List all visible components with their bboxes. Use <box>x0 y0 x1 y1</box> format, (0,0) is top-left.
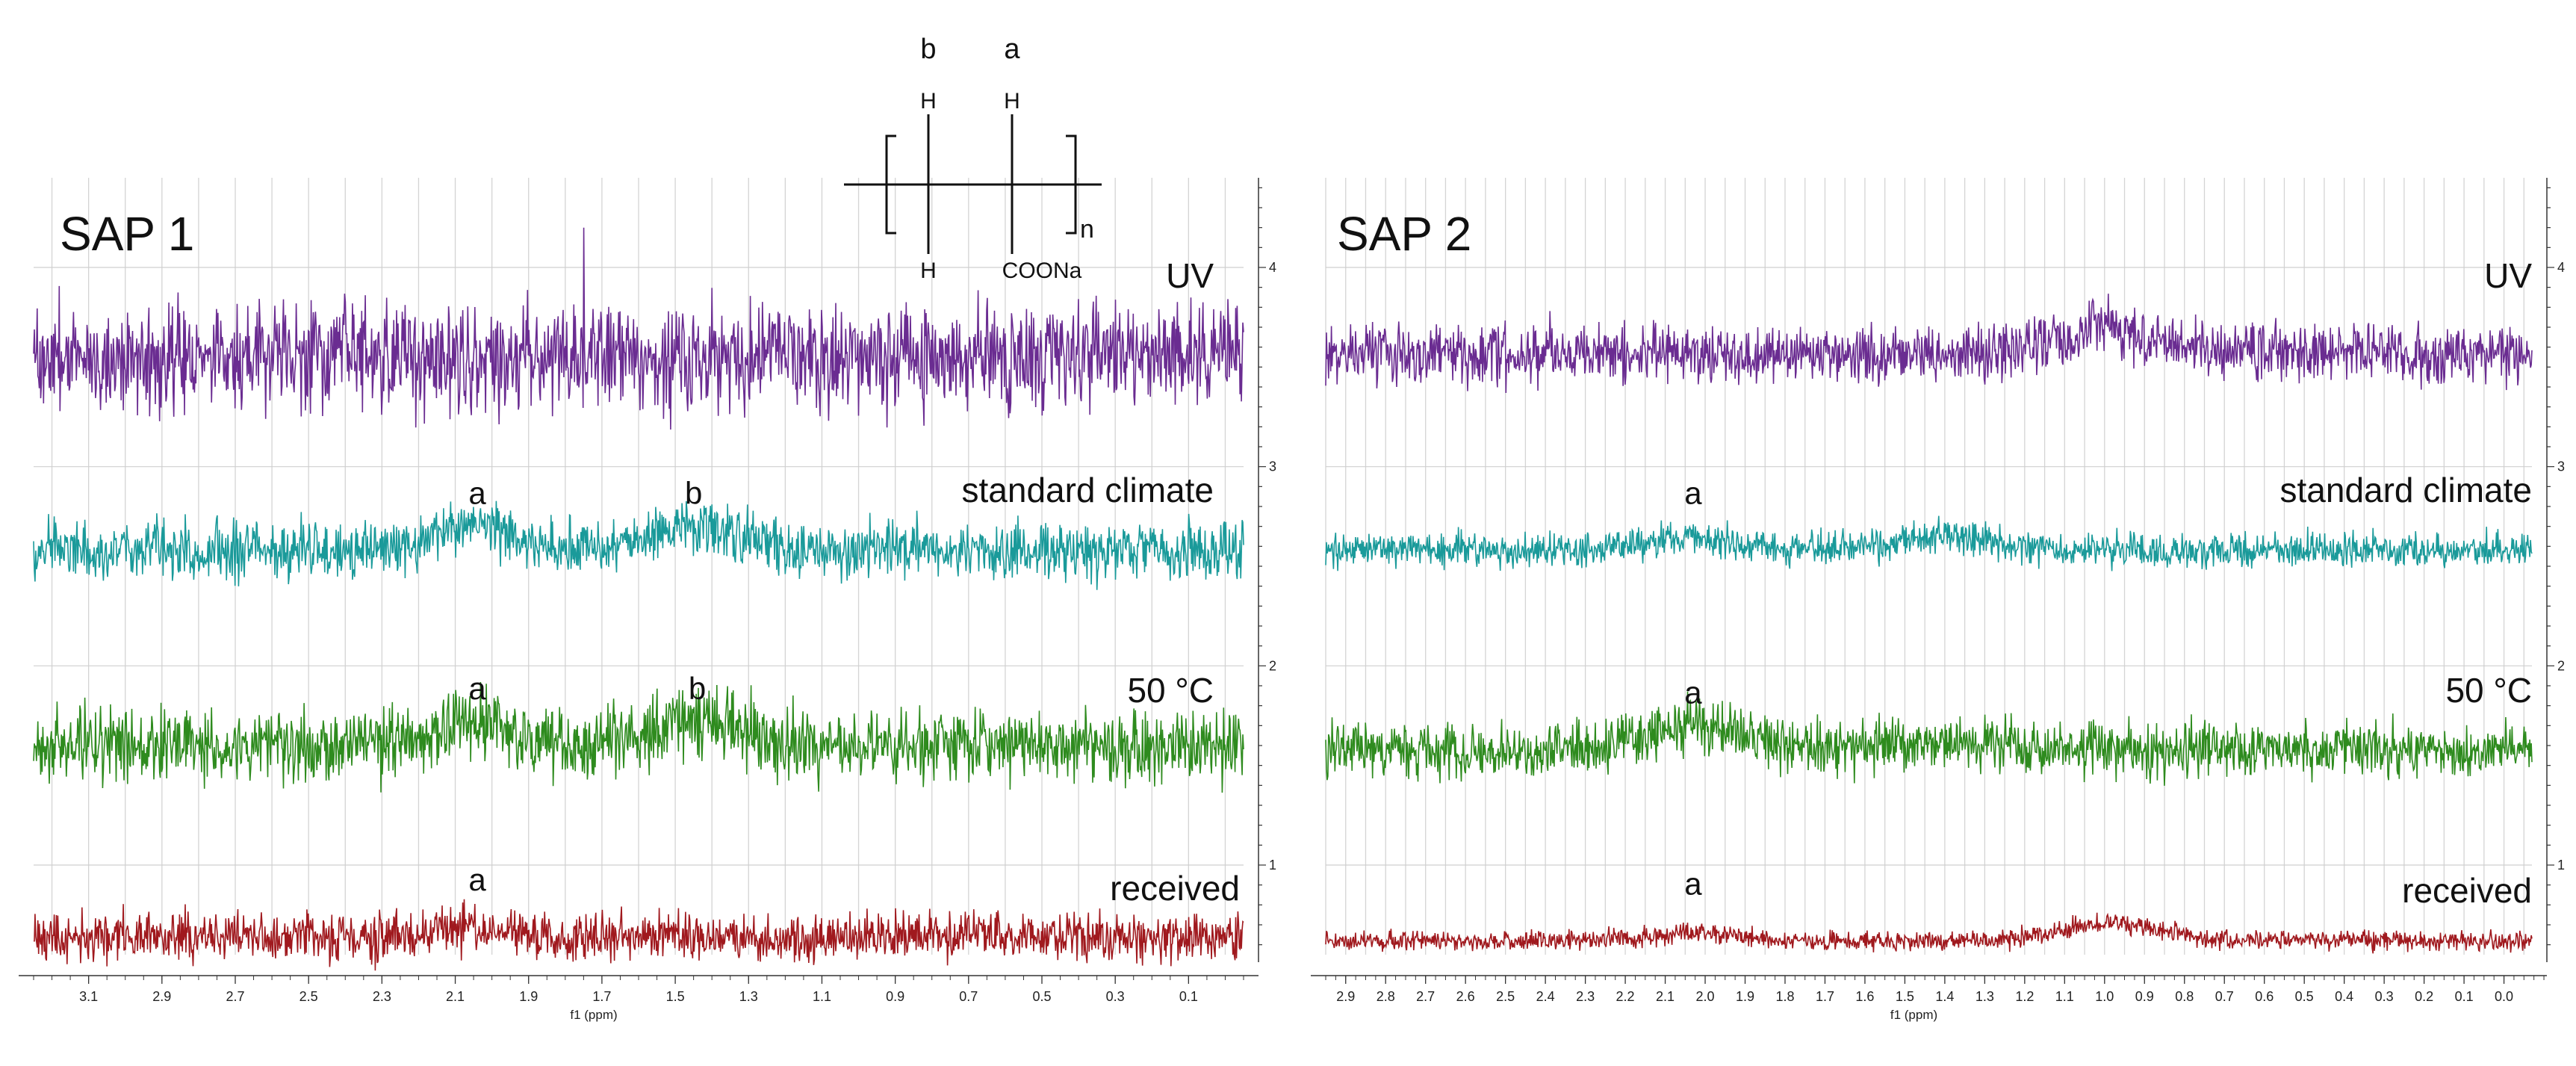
x-tick-label: 1.7 <box>592 989 611 1004</box>
x-axis-title: f1 (ppm) <box>1890 1008 1937 1022</box>
x-tick-label: 0.3 <box>1106 989 1125 1004</box>
x-tick-label: 2.7 <box>226 989 244 1004</box>
x-tick-label: 0.6 <box>2255 989 2274 1004</box>
structure-label-b: b <box>920 34 936 65</box>
x-tick-label: 2.6 <box>1456 989 1475 1004</box>
x-tick-label: 2.9 <box>152 989 171 1004</box>
peak-label: b <box>685 476 702 511</box>
x-tick-label: 1.9 <box>519 989 538 1004</box>
x-tick-label: 2.3 <box>1576 989 1595 1004</box>
bracket-right <box>1066 134 1077 235</box>
x-tick-label: 1.7 <box>1816 989 1834 1004</box>
bracket-left <box>885 134 896 235</box>
x-tick-label: 3.1 <box>79 989 98 1004</box>
structure-h-bottom: H <box>920 258 937 283</box>
trace-label-50-c: 50 °C <box>1127 671 1214 710</box>
x-tick-label: 1.1 <box>813 989 831 1004</box>
x-tick-label: 2.5 <box>1496 989 1515 1004</box>
trace-received <box>1325 912 2533 954</box>
x-tick-label: 1.0 <box>2095 989 2114 1004</box>
trace-uv <box>1325 294 2533 394</box>
trace-label-standard-climate: standard climate <box>2280 471 2533 509</box>
structure-h-top: H <box>1004 89 1020 114</box>
grid <box>1325 178 2532 955</box>
polymer-structure: b aH HnH COONa <box>844 34 1102 283</box>
y-tick-label: 2 <box>2557 658 2565 673</box>
peak-label: a <box>1684 476 1702 511</box>
y-tick-label: 2 <box>1269 658 1276 673</box>
x-tick-label: 2.3 <box>373 989 391 1004</box>
trace-label-uv: UV <box>1166 256 1214 295</box>
x-axis-title: f1 (ppm) <box>570 1008 617 1022</box>
x-tick-label: 0.5 <box>1032 989 1051 1004</box>
sap2-chart: 1 2 3 4 2.9 2.8 2.7 2.6 2.5 2.4 2.3 2.2 2.1 2.0 1.9 1.8… <box>1311 178 2565 1022</box>
x-tick-label: 0.9 <box>886 989 904 1004</box>
x-tick-label: 0.4 <box>2335 989 2353 1004</box>
peak-label: a <box>468 476 486 511</box>
trace-label-received: received <box>2402 871 2532 910</box>
x-tick-label: 0.7 <box>2215 989 2234 1004</box>
trace-label-uv: UV <box>2484 256 2532 295</box>
y-tick-label: 1 <box>2557 858 2565 873</box>
y-tick-label: 1 <box>1269 858 1276 873</box>
peak-label: a <box>1684 866 1702 901</box>
x-tick-label: 2.9 <box>1336 989 1355 1004</box>
sap1-panel: 1 2 3 4 3.1 2.9 2.7 2.5 2.3 2.1 1.9 1.7 1.5 1.3 1.1 0.9… <box>0 0 1288 1062</box>
x-tick-label: 2.1 <box>1656 989 1675 1004</box>
y-tick-label: 3 <box>1269 459 1276 474</box>
peak-label: a <box>468 671 486 706</box>
x-tick-label: 1.3 <box>1976 989 1994 1004</box>
structure-label-a: a <box>1004 34 1020 65</box>
structure-subscript-n: n <box>1080 215 1094 244</box>
x-tick-label: 0.1 <box>1179 989 1198 1004</box>
x-tick-label: 1.2 <box>2015 989 2034 1004</box>
trace-standard-climate <box>33 501 1244 590</box>
panel-title: SAP 2 <box>1337 207 1471 261</box>
trace-standard-climate <box>1325 515 2533 571</box>
trace-label-received: received <box>1110 869 1240 908</box>
y-tick-label: 4 <box>2557 260 2565 275</box>
trace-label-50-c: 50 °C <box>2445 671 2532 710</box>
peak-label: a <box>1684 675 1702 710</box>
x-tick-label: 1.9 <box>1736 989 1754 1004</box>
x-tick-label: 2.7 <box>1416 989 1435 1004</box>
trace-received <box>34 899 1244 971</box>
grid <box>34 178 1244 955</box>
peak-label: b <box>689 671 706 706</box>
sap2-panel: 1 2 3 4 2.9 2.8 2.7 2.6 2.5 2.4 2.3 2.2 2.1 2.0 1.9 1.8… <box>1288 0 2576 1062</box>
structure-substituent: COONa <box>1002 258 1082 283</box>
x-tick-label: 0.9 <box>2135 989 2154 1004</box>
x-tick-label: 0.8 <box>2175 989 2194 1004</box>
x-tick-label: 1.8 <box>1775 989 1794 1004</box>
x-tick-label: 0.0 <box>2495 989 2513 1004</box>
x-tick-label: 2.2 <box>1616 989 1635 1004</box>
x-tick-label: 0.2 <box>2415 989 2433 1004</box>
x-tick-label: 1.5 <box>1896 989 1914 1004</box>
x-tick-label: 1.5 <box>666 989 685 1004</box>
x-tick-label: 0.3 <box>2375 989 2394 1004</box>
panel-title: SAP 1 <box>60 207 194 261</box>
x-tick-label: 1.6 <box>1855 989 1874 1004</box>
x-tick-label: 2.4 <box>1536 989 1555 1004</box>
trace-50-c <box>1325 691 2533 786</box>
y-tick-label: 4 <box>1269 260 1276 275</box>
peak-label: a <box>468 862 486 897</box>
x-tick-label: 2.8 <box>1377 989 1395 1004</box>
structure-h-top: H <box>920 89 937 114</box>
x-tick-label: 1.3 <box>739 989 758 1004</box>
trace-uv <box>33 227 1244 430</box>
trace-50-c <box>33 681 1244 793</box>
x-tick-label: 1.4 <box>1935 989 1954 1004</box>
trace-label-standard-climate: standard climate <box>962 471 1214 509</box>
sap1-chart: 1 2 3 4 3.1 2.9 2.7 2.5 2.3 2.1 1.9 1.7 1.5 1.3 1.1 0.9… <box>19 34 1276 1022</box>
x-tick-label: 1.1 <box>2055 989 2074 1004</box>
y-tick-label: 3 <box>2557 459 2565 474</box>
x-tick-label: 2.0 <box>1696 989 1715 1004</box>
x-tick-label: 0.1 <box>2455 989 2474 1004</box>
x-tick-label: 2.1 <box>446 989 465 1004</box>
x-tick-label: 2.5 <box>300 989 318 1004</box>
x-tick-label: 0.5 <box>2295 989 2314 1004</box>
x-tick-label: 0.7 <box>959 989 978 1004</box>
